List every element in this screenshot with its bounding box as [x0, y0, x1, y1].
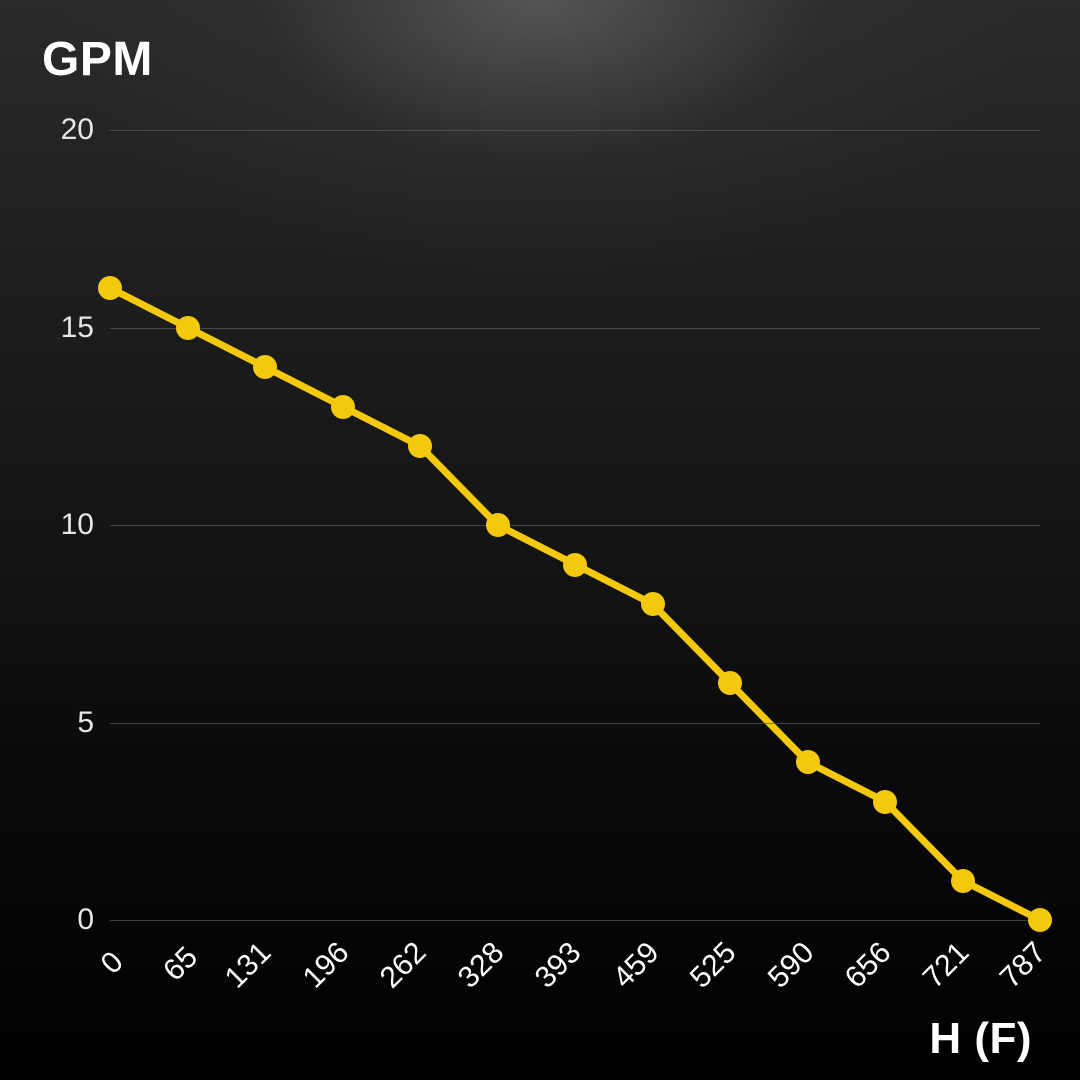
x-tick-label: 65: [157, 941, 205, 989]
y-tick-label: 10: [0, 508, 94, 542]
data-point-marker: [642, 593, 664, 615]
x-tick-label: 131: [219, 936, 278, 995]
x-tick-label: 721: [916, 936, 975, 995]
x-tick-label: 328: [451, 936, 510, 995]
y-tick-label: 0: [0, 903, 94, 937]
gridline: [110, 130, 1040, 131]
data-point-marker: [487, 514, 509, 536]
data-point-marker: [564, 554, 586, 576]
data-point-marker: [177, 317, 199, 339]
x-tick-label: 656: [839, 936, 898, 995]
plot-area: [110, 130, 1040, 920]
x-tick-label: 0: [95, 945, 131, 981]
y-tick-label: 20: [0, 113, 94, 147]
gridline: [110, 920, 1040, 921]
x-tick-label: 525: [684, 936, 743, 995]
data-point-marker: [332, 396, 354, 418]
series-line: [110, 288, 1040, 920]
x-axis-title: H (F): [929, 1014, 1032, 1064]
x-tick-label: 262: [374, 936, 433, 995]
y-tick-label: 15: [0, 311, 94, 345]
data-point-marker: [1029, 909, 1051, 931]
gridline: [110, 525, 1040, 526]
data-point-marker: [254, 356, 276, 378]
data-point-marker: [952, 870, 974, 892]
x-tick-label: 196: [296, 936, 355, 995]
x-tick-label: 590: [761, 936, 820, 995]
data-point-marker: [797, 751, 819, 773]
x-tick-label: 393: [529, 936, 588, 995]
gridline: [110, 723, 1040, 724]
data-point-marker: [874, 791, 896, 813]
y-tick-label: 5: [0, 706, 94, 740]
chart-canvas: GPM H (F) 0 5 10 15 20 0 65 131 196 262 328 393 459 5…: [0, 0, 1080, 1080]
gridline: [110, 328, 1040, 329]
x-tick-label: 787: [994, 936, 1053, 995]
x-tick-label: 459: [606, 936, 665, 995]
data-point-marker: [99, 277, 121, 299]
y-axis-title: GPM: [42, 32, 153, 87]
data-point-marker: [409, 435, 431, 457]
data-point-marker: [719, 672, 741, 694]
